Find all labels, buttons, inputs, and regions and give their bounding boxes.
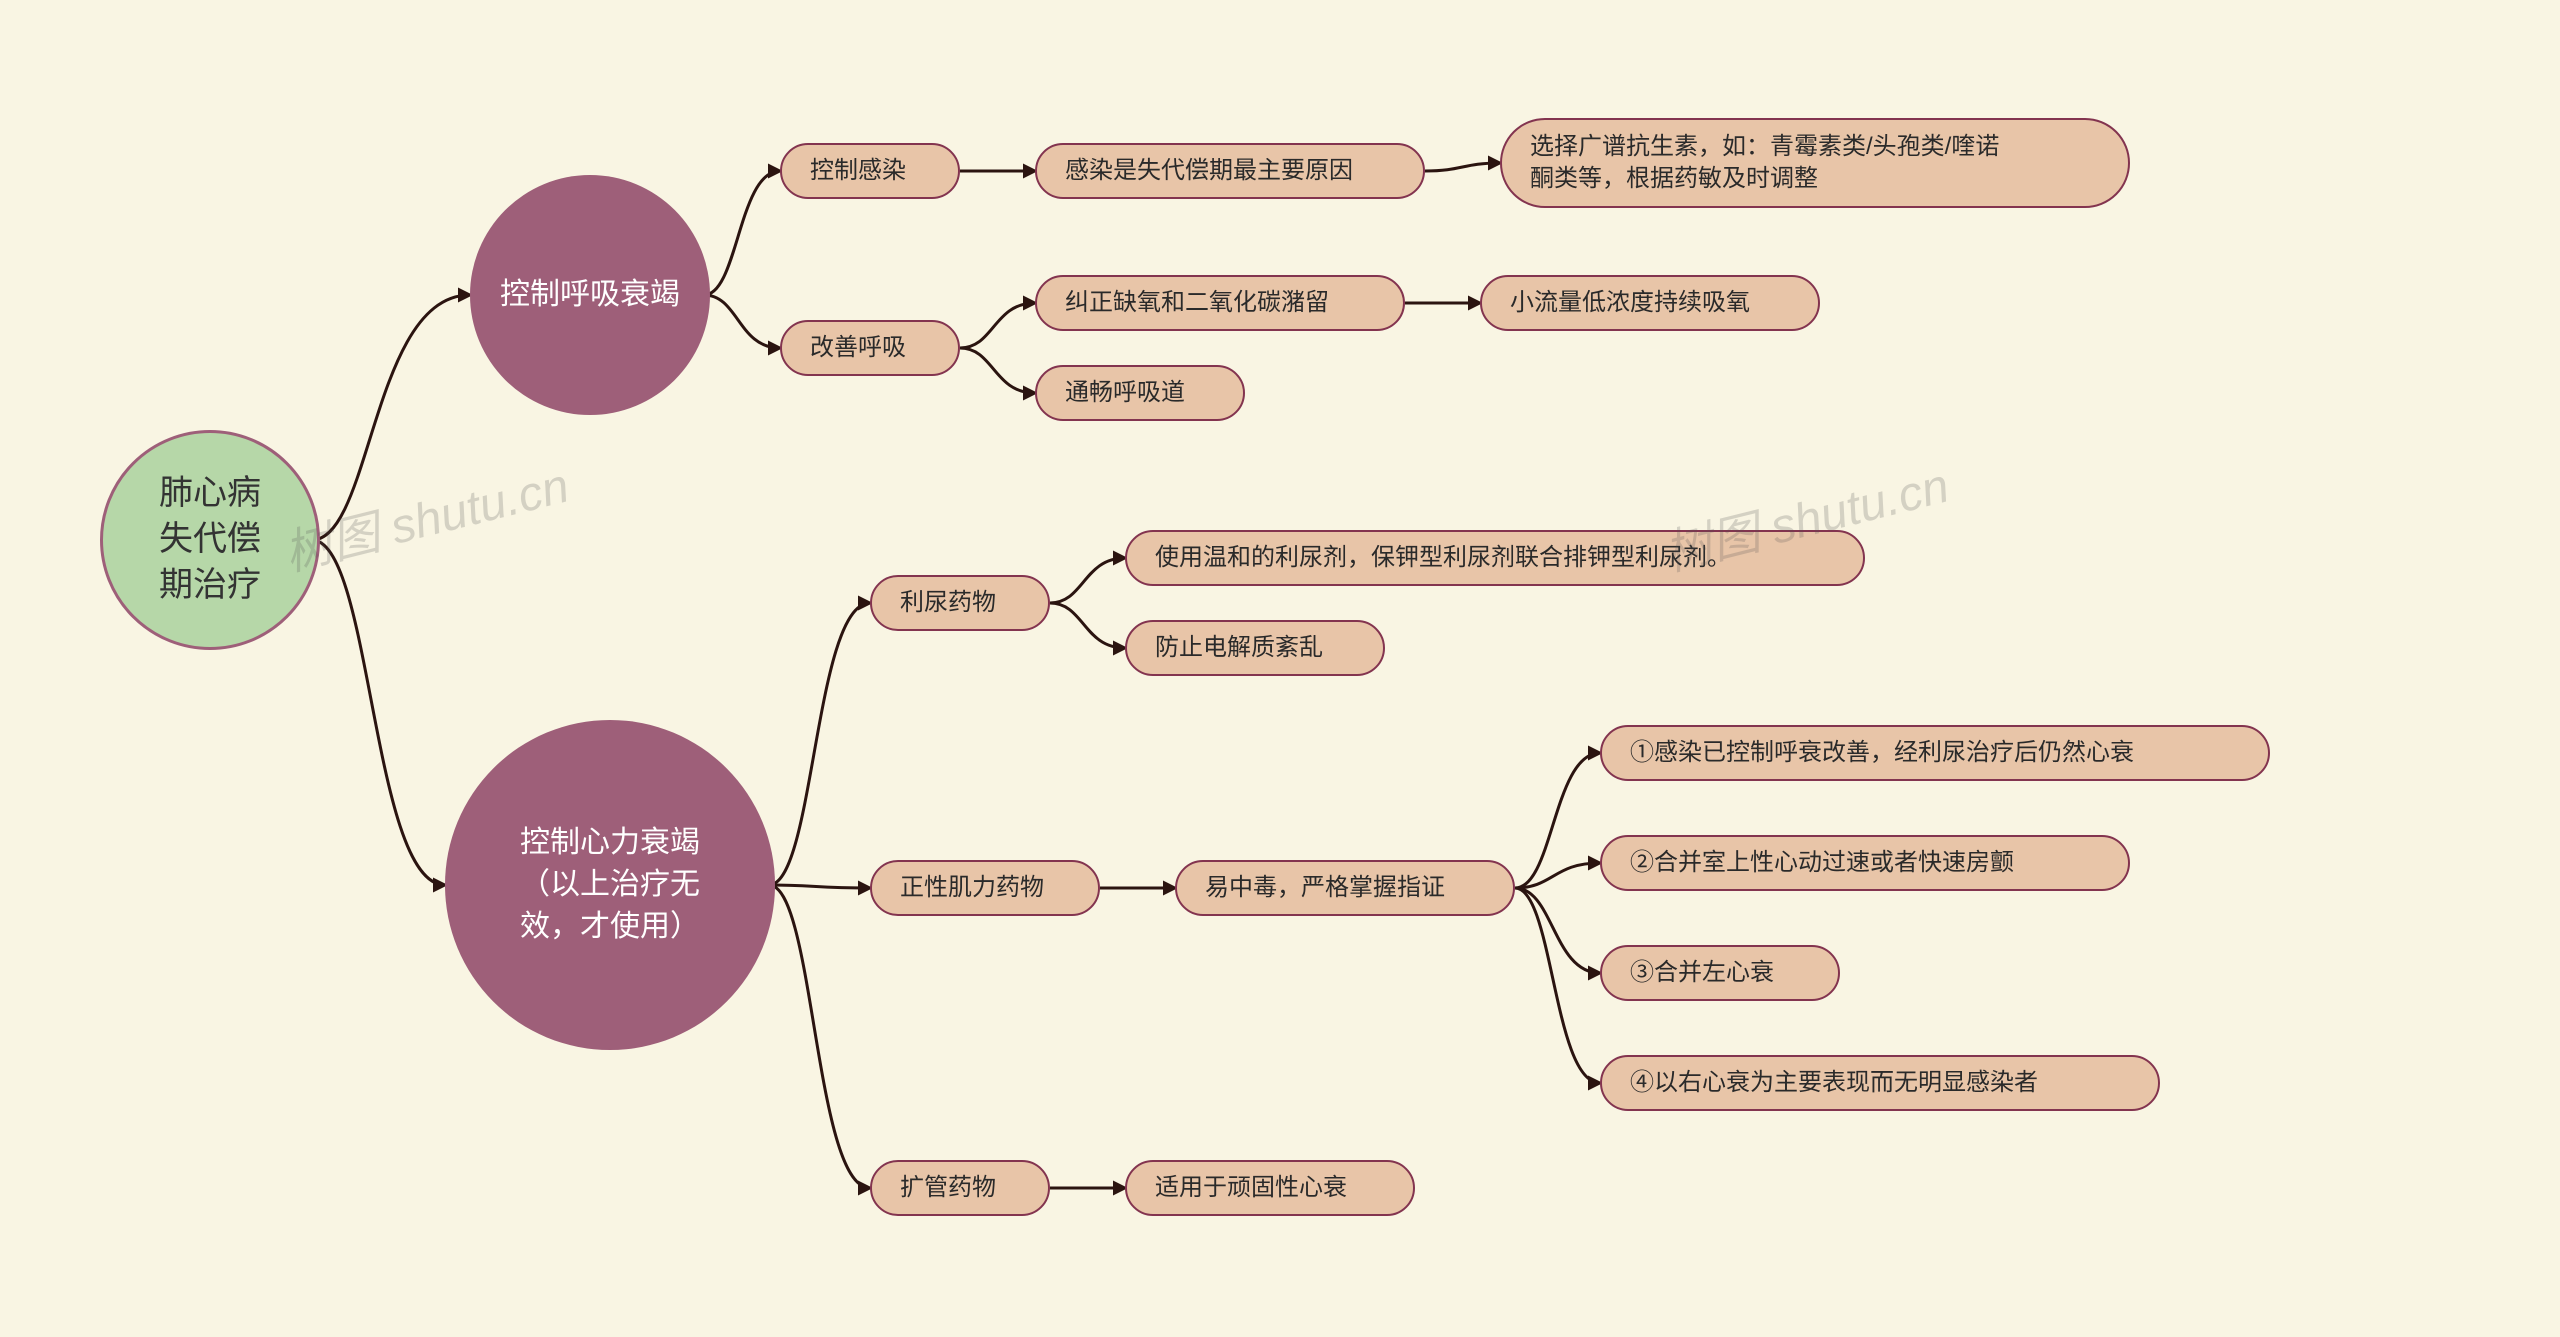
pill-p_infect_reason: 感染是失代偿期最主要原因: [1035, 143, 1425, 199]
pill-p_vaso_use: 适用于顽固性心衰: [1125, 1160, 1415, 1216]
branch-resp: 控制呼吸衰竭: [470, 175, 710, 415]
pill-p_diur: 利尿药物: [870, 575, 1050, 631]
pill-p_o2_low: 小流量低浓度持续吸氧: [1480, 275, 1820, 331]
pill-p_vaso: 扩管药物: [870, 1160, 1050, 1216]
pill-p_airway: 通畅呼吸道: [1035, 365, 1245, 421]
branch-heart: 控制心力衰竭（以上治疗无效，才使用）: [445, 720, 775, 1050]
pill-p_ino_3: ③合并左心衰: [1600, 945, 1840, 1001]
pill-p_infect_drug: 选择广谱抗生素，如：青霉素类/头孢类/喹诺酮类等，根据药敏及时调整: [1500, 118, 2130, 208]
pill-p_o2: 纠正缺氧和二氧化碳潴留: [1035, 275, 1405, 331]
pill-p_infect: 控制感染: [780, 143, 960, 199]
pill-p_breath: 改善呼吸: [780, 320, 960, 376]
pill-p_ino_4: ④以右心衰为主要表现而无明显感染者: [1600, 1055, 2160, 1111]
pill-p_ino_2: ②合并室上性心动过速或者快速房颤: [1600, 835, 2130, 891]
pill-p_ino_1: ①感染已控制呼衰改善，经利尿治疗后仍然心衰: [1600, 725, 2270, 781]
pill-p_diur_elec: 防止电解质紊乱: [1125, 620, 1385, 676]
watermark: 树图 shutu.cn: [276, 446, 575, 584]
pill-p_ino_warn: 易中毒，严格掌握指证: [1175, 860, 1515, 916]
pill-p_diur_use: 使用温和的利尿剂，保钾型利尿剂联合排钾型利尿剂。: [1125, 530, 1865, 586]
pill-p_ino: 正性肌力药物: [870, 860, 1100, 916]
root-node: 肺心病失代偿期治疗: [100, 430, 320, 650]
